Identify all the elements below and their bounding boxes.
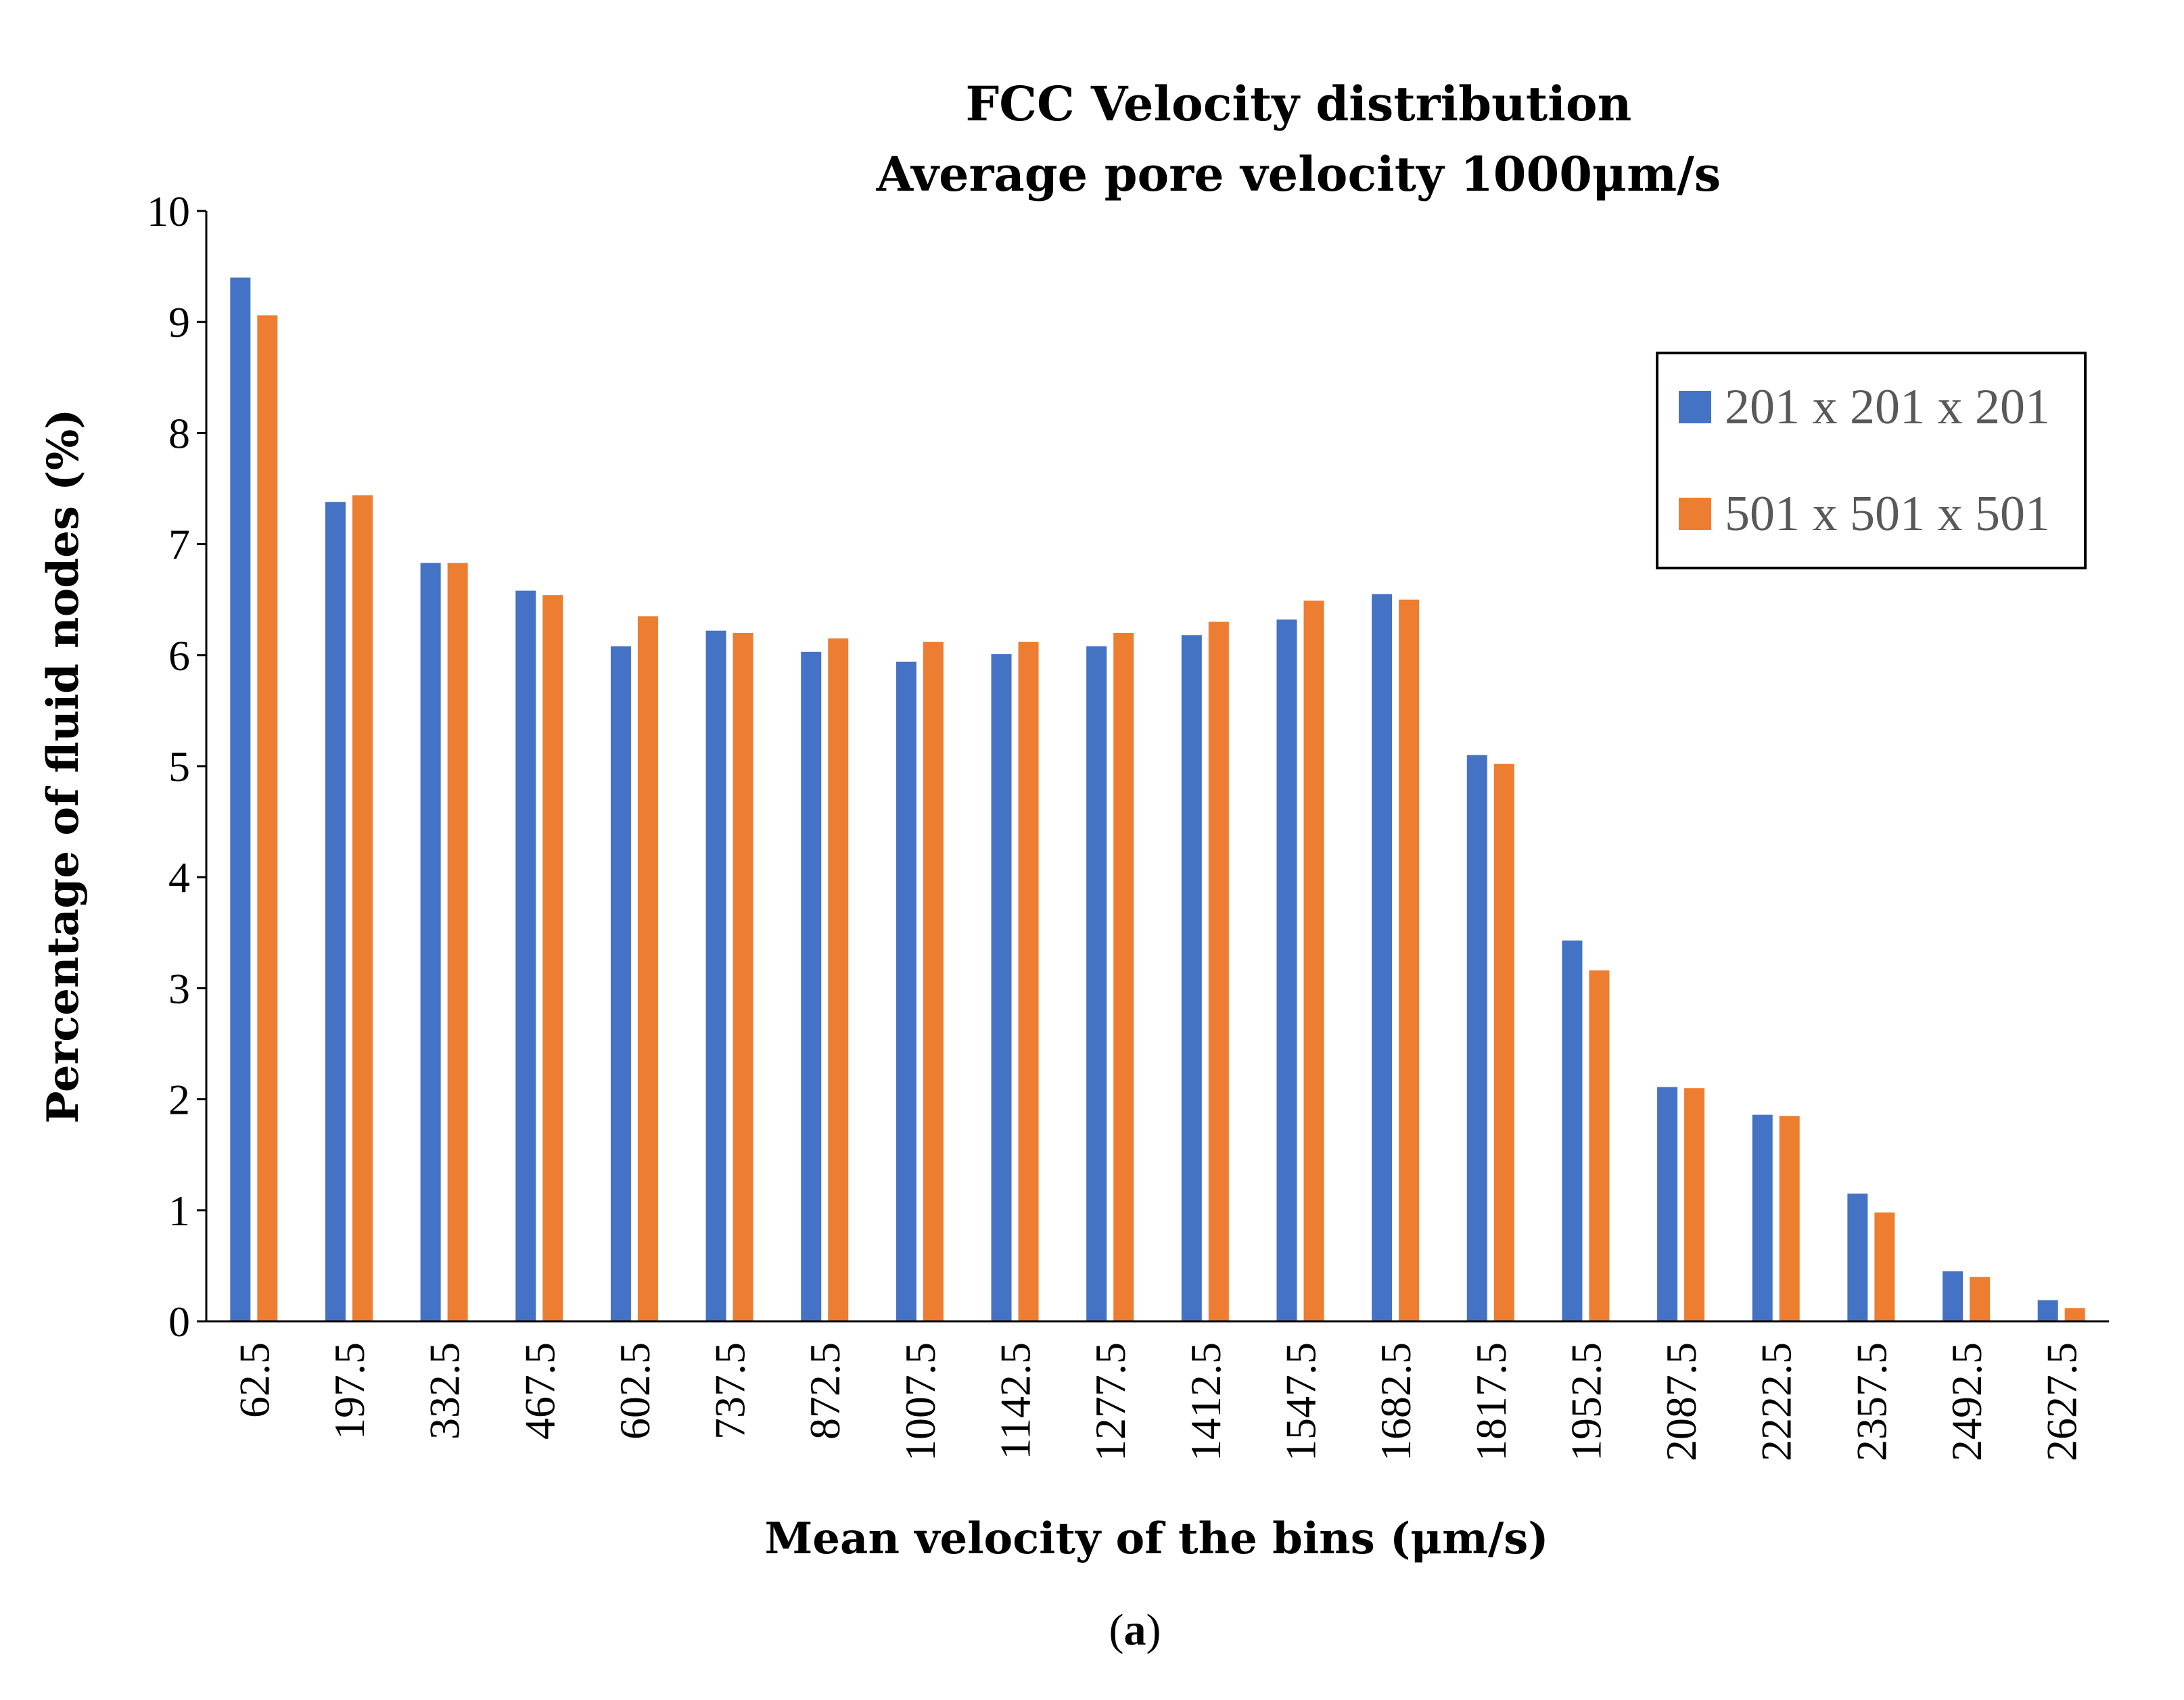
bar-201-2627.5 <box>2037 1300 2058 1321</box>
bar-201-1007.5 <box>896 661 916 1321</box>
bar-501-62.5 <box>257 315 278 1321</box>
legend-swatch-501 <box>1679 498 1711 530</box>
bar-201-2222.5 <box>1752 1114 1773 1321</box>
bar-201-1952.5 <box>1562 940 1583 1321</box>
x-tick-label: 602.5 <box>611 1342 659 1440</box>
x-tick-label: 197.5 <box>325 1342 373 1440</box>
y-tick-label: 6 <box>168 632 190 680</box>
x-tick-label: 1817.5 <box>1467 1342 1515 1461</box>
x-tick-label: 872.5 <box>801 1342 849 1440</box>
y-tick-label: 3 <box>168 964 190 1012</box>
x-tick-label: 737.5 <box>706 1342 754 1440</box>
y-axis-ticks: 0 1 2 3 4 5 6 7 8 9 10 <box>147 187 206 1346</box>
bar-501-2222.5 <box>1779 1116 1800 1321</box>
bar-201-2357.5 <box>1847 1194 1868 1321</box>
bar-501-467.5 <box>542 595 563 1321</box>
x-tick-label: 1412.5 <box>1182 1342 1230 1461</box>
legend-box <box>1656 352 2087 569</box>
x-tick-label: 2357.5 <box>1847 1342 1895 1461</box>
x-tick-label: 467.5 <box>515 1342 563 1440</box>
bar-201-1412.5 <box>1181 635 1202 1321</box>
x-tick-label: 2087.5 <box>1657 1342 1705 1461</box>
x-tick-label: 1142.5 <box>992 1342 1040 1460</box>
bar-501-1682.5 <box>1399 599 1420 1322</box>
bar-201-1142.5 <box>991 654 1012 1321</box>
y-tick-label: 4 <box>168 853 190 901</box>
y-tick-label: 0 <box>168 1298 190 1346</box>
bar-501-1952.5 <box>1589 970 1610 1321</box>
bar-201-1817.5 <box>1466 755 1487 1321</box>
bar-501-1412.5 <box>1208 621 1229 1321</box>
x-tick-label: 332.5 <box>421 1342 469 1440</box>
y-tick-label: 2 <box>168 1076 190 1124</box>
bar-201-737.5 <box>705 630 726 1321</box>
bar-201-872.5 <box>801 651 822 1321</box>
figure-caption: (a) <box>1109 1605 1161 1655</box>
y-tick-label: 7 <box>168 521 190 569</box>
legend-label-501: 501 x 501 x 501 <box>1725 486 2050 542</box>
bar-501-1142.5 <box>1018 642 1039 1321</box>
bar-201-1682.5 <box>1372 594 1393 1321</box>
chart-title: FCC Velocity distribution <box>966 76 1632 132</box>
bar-501-737.5 <box>733 632 753 1321</box>
x-tick-label: 2222.5 <box>1752 1342 1800 1461</box>
bar-501-872.5 <box>828 638 849 1321</box>
x-axis-label: Mean velocity of the bins (μm/s) <box>764 1513 1548 1564</box>
chart-subtitle: Average pore velocity 1000μm/s <box>876 146 1721 202</box>
bar-201-2492.5 <box>1943 1271 1964 1321</box>
legend-label-201: 201 x 201 x 201 <box>1725 379 2050 435</box>
caption-letter: a <box>1124 1605 1146 1655</box>
bar-201-62.5 <box>230 277 251 1321</box>
bar-501-2357.5 <box>1874 1212 1895 1321</box>
bar-201-1547.5 <box>1276 619 1297 1321</box>
y-tick-label: 1 <box>168 1187 190 1235</box>
x-tick-label: 1277.5 <box>1086 1342 1134 1461</box>
bar-501-2627.5 <box>2064 1308 2085 1321</box>
x-tick-label: 1547.5 <box>1276 1342 1324 1461</box>
legend: 201 x 201 x 201 501 x 501 x 501 <box>1656 352 2087 569</box>
bar-201-332.5 <box>420 563 441 1322</box>
bar-501-1007.5 <box>923 642 944 1321</box>
x-tick-label: 1682.5 <box>1372 1342 1420 1461</box>
bar-201-2087.5 <box>1657 1087 1678 1321</box>
x-axis-ticks: 62.5 197.5 332.5 467.5 602.5 737.5 872.5 1007.5… <box>230 1342 2085 1461</box>
bar-501-1547.5 <box>1303 600 1324 1321</box>
caption-close-paren: ) <box>1146 1605 1161 1655</box>
x-tick-label: 1952.5 <box>1562 1342 1610 1461</box>
bar-501-1817.5 <box>1493 763 1514 1321</box>
x-tick-label: 62.5 <box>230 1342 278 1418</box>
bar-501-2087.5 <box>1684 1088 1705 1321</box>
bar-201-602.5 <box>610 646 631 1321</box>
x-tick-label: 2492.5 <box>1943 1342 1991 1461</box>
y-tick-label: 8 <box>168 409 190 457</box>
bar-501-1277.5 <box>1113 632 1134 1321</box>
bars <box>230 277 2085 1322</box>
bar-501-2492.5 <box>1970 1277 1991 1321</box>
x-tick-label: 2627.5 <box>2038 1342 2086 1461</box>
y-tick-label: 5 <box>168 742 190 790</box>
y-tick-label: 9 <box>168 298 190 346</box>
bar-201-467.5 <box>515 590 536 1322</box>
bar-501-197.5 <box>352 495 373 1321</box>
bar-501-332.5 <box>447 563 468 1322</box>
y-axis-label: Percentage of fluid nodes (%) <box>38 408 89 1123</box>
bar-501-602.5 <box>637 616 658 1321</box>
bar-201-1277.5 <box>1086 646 1107 1321</box>
y-tick-label: 10 <box>147 187 190 235</box>
legend-swatch-201 <box>1679 391 1711 423</box>
x-tick-label: 1007.5 <box>896 1342 944 1461</box>
caption-open-paren: ( <box>1109 1605 1124 1655</box>
bar-201-197.5 <box>325 502 346 1321</box>
